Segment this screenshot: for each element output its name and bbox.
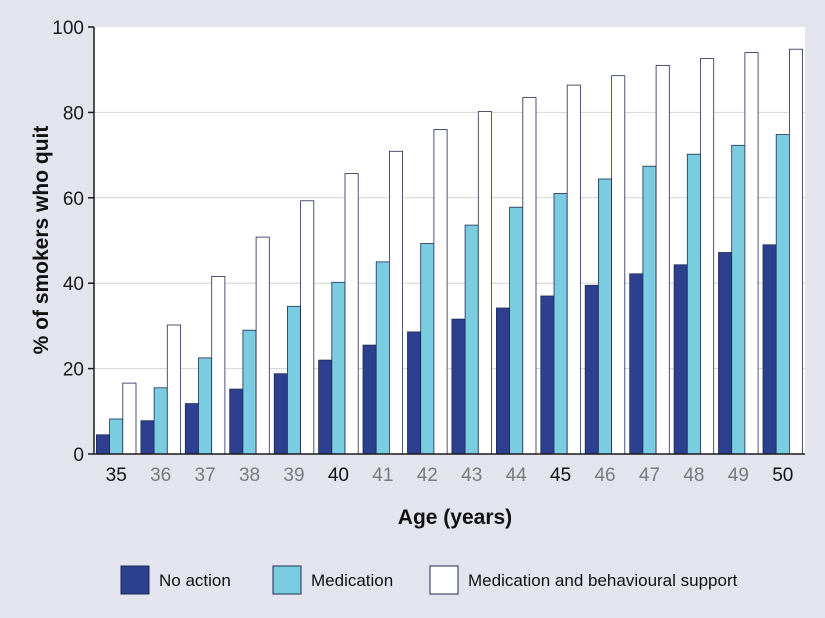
- bar-no-action-42: [407, 331, 422, 455]
- legend-label: Medication: [311, 571, 393, 590]
- bar-medication-48: [686, 153, 701, 455]
- bar-medication-and-behavioural-support-50: [789, 48, 804, 455]
- bar-medication-44: [509, 206, 524, 455]
- bar-no-action-37: [184, 403, 199, 455]
- x-tick-label: 49: [728, 465, 749, 486]
- bar-medication-37: [198, 357, 213, 455]
- bar-medication-and-behavioural-support-45: [566, 84, 581, 455]
- bar-no-action-38: [229, 388, 244, 455]
- x-tick-label: 43: [461, 465, 482, 486]
- x-tick-label: 39: [283, 465, 304, 486]
- x-tick-label: 50: [772, 465, 793, 486]
- bar-no-action-35: [96, 434, 111, 455]
- y-tick-label: 100: [52, 18, 84, 39]
- bar-medication-35: [109, 418, 124, 455]
- bar-medication-40: [331, 281, 346, 455]
- bar-medication-42: [420, 243, 435, 455]
- y-axis-title: % of smokers who quit: [30, 126, 53, 355]
- bar-medication-and-behavioural-support-41: [388, 150, 403, 455]
- bar-medication-and-behavioural-support-39: [300, 200, 315, 455]
- x-tick-label: 45: [550, 465, 571, 486]
- bar-medication-and-behavioural-support-43: [477, 111, 492, 455]
- bar-medication-39: [286, 305, 301, 455]
- x-tick-label: 44: [506, 465, 528, 486]
- bar-medication-and-behavioural-support-44: [522, 97, 537, 455]
- y-tick-label: 60: [63, 189, 84, 210]
- bar-medication-38: [242, 329, 257, 455]
- bar-medication-and-behavioural-support-49: [744, 52, 759, 455]
- bar-medication-47: [642, 165, 657, 455]
- bar-medication-and-behavioural-support-37: [211, 275, 226, 455]
- x-tick-label: 38: [239, 465, 260, 486]
- legend-swatch: [272, 565, 302, 595]
- bar-no-action-50: [762, 244, 777, 455]
- x-tick-label: 42: [417, 465, 438, 486]
- bar-medication-43: [464, 224, 479, 455]
- bar-no-action-43: [451, 318, 466, 455]
- y-tick-label: 40: [63, 274, 84, 295]
- x-axis-title: Age (years): [398, 506, 512, 529]
- bar-no-action-40: [318, 359, 333, 455]
- y-axis-ticks: 0 20 40 60 80 100: [52, 18, 94, 466]
- bar-medication-and-behavioural-support-46: [611, 75, 626, 455]
- x-tick-label: 37: [195, 465, 216, 486]
- bar-no-action-36: [140, 420, 155, 455]
- y-tick-label: 0: [73, 445, 84, 466]
- legend: No action Medication Medication and behavi…: [120, 565, 738, 595]
- x-tick-label: 35: [106, 465, 127, 486]
- bar-medication-41: [375, 261, 390, 455]
- bar-no-action-48: [673, 264, 688, 455]
- x-tick-label: 48: [683, 465, 704, 486]
- x-tick-label: 41: [372, 465, 393, 486]
- legend-swatch: [429, 565, 459, 595]
- bar-medication-and-behavioural-support-40: [344, 173, 359, 455]
- legend-label: Medication and behavioural support: [468, 571, 738, 590]
- x-tick-label: 47: [639, 465, 660, 486]
- bar-medication-and-behavioural-support-47: [655, 65, 670, 455]
- bar-no-action-46: [584, 284, 599, 455]
- bar-medication-45: [553, 193, 568, 455]
- bar-medication-46: [598, 178, 613, 455]
- legend-swatch: [120, 565, 150, 595]
- y-tick-label: 80: [63, 103, 84, 124]
- bar-medication-49: [731, 144, 746, 455]
- bar-medication-50: [775, 134, 790, 455]
- bar-no-action-44: [495, 307, 510, 455]
- bar-medication-36: [153, 387, 168, 455]
- bar-no-action-41: [362, 344, 377, 455]
- y-tick-label: 20: [63, 360, 84, 381]
- bar-no-action-49: [718, 252, 733, 455]
- bar-no-action-39: [273, 373, 288, 455]
- x-tick-label: 46: [594, 465, 615, 486]
- bar-no-action-45: [540, 295, 555, 455]
- bar-medication-and-behavioural-support-42: [433, 129, 448, 455]
- bar-medication-and-behavioural-support-36: [166, 324, 181, 455]
- plot-area: [93, 27, 805, 455]
- bar-medication-and-behavioural-support-35: [122, 382, 137, 455]
- bar-medication-and-behavioural-support-38: [255, 236, 270, 455]
- x-tick-label: 40: [328, 465, 349, 486]
- x-tick-label: 36: [150, 465, 171, 486]
- bar-no-action-47: [629, 273, 644, 455]
- legend-label: No action: [159, 571, 231, 590]
- bar-medication-and-behavioural-support-48: [700, 58, 715, 455]
- x-axis-ticks: 35 36 37 38 39 40 41 42 43 44 45 46 47 48 49 50: [106, 465, 794, 486]
